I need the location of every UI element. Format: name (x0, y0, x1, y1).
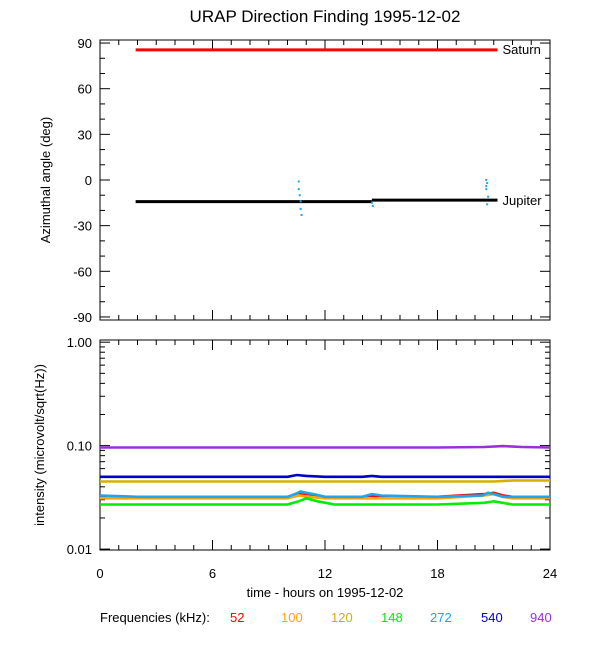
intensity-axes: 1.00 0.10 0.01 0 6 12 18 24 (67, 335, 558, 581)
direction-point (298, 194, 301, 197)
jupiter-label: Jupiter (503, 193, 543, 208)
azimuth-panel: Azimuthal angle (deg) 90 60 30 0 -30 -60 -90 S… (38, 36, 551, 325)
intensity-ytick-label: 0.01 (67, 542, 92, 557)
intensity-ylabel: intensity (microvolt/sqrt(Hz)) (32, 364, 47, 526)
azimuth-ytick-label: -90 (73, 310, 92, 325)
azimuth-ytick-label: 30 (78, 127, 92, 142)
legend-item-540: 540 (481, 610, 503, 625)
intensity-xtick-label: 0 (96, 566, 103, 581)
intensity-panel: intensity (microvolt/sqrt(Hz)) time - ho… (32, 335, 557, 600)
azimuth-ytick-label: 60 (78, 82, 92, 97)
direction-point (486, 203, 489, 206)
legend-item-272: 272 (430, 610, 452, 625)
direction-point (485, 179, 488, 181)
azimuth-ytick-label: -60 (73, 264, 92, 279)
frequency-legend: Frequencies (kHz): 52 100 120 148 272 54… (0, 610, 600, 630)
intensity-plot-frame (99, 339, 551, 551)
legend-item-148: 148 (381, 610, 403, 625)
intensity-line-120 (100, 479, 550, 483)
intensity-line-148 (100, 496, 550, 506)
direction-point (300, 214, 303, 216)
intensity-ytick-label: 1.00 (67, 335, 92, 350)
azimuth-ylabel: Azimuthal angle (deg) (38, 117, 53, 243)
intensity-ytick-label: 0.10 (67, 439, 92, 454)
azimuth-ytick-label: 0 (85, 173, 92, 188)
azimuth-ytick-label: -30 (73, 219, 92, 234)
direction-point (297, 188, 300, 191)
direction-point (371, 204, 374, 207)
legend-item-52: 52 (230, 610, 245, 625)
saturn-label: Saturn (503, 42, 541, 57)
direction-point (486, 182, 489, 185)
intensity-xtick-label: 24 (543, 566, 557, 581)
legend-item-940: 940 (530, 610, 552, 625)
direction-point (485, 188, 488, 191)
direction-point (297, 180, 300, 183)
direction-point (299, 200, 302, 203)
intensity-data (99, 444, 551, 506)
legend-item-120: 120 (331, 610, 353, 625)
intensity-xlabel: time - hours on 1995-12-02 (247, 585, 404, 600)
azimuth-data: Saturn Jupiter (135, 42, 543, 216)
intensity-xtick-label: 6 (209, 566, 216, 581)
direction-point (299, 207, 302, 210)
chart-title: URAP Direction Finding 1995-12-02 (190, 7, 461, 26)
intensity-line-940 (100, 444, 551, 449)
azimuth-axes: 90 60 30 0 -30 -60 -90 (73, 36, 551, 325)
legend-item-100: 100 (281, 610, 303, 625)
intensity-xtick-label: 12 (318, 566, 332, 581)
frequency-legend-label: Frequencies (kHz): (100, 610, 210, 625)
intensity-line-272 (99, 490, 550, 499)
azimuth-ytick-label: 90 (78, 36, 92, 51)
azimuth-plot-frame (99, 39, 551, 321)
direction-point (370, 201, 373, 204)
intensity-line-540 (100, 473, 550, 479)
direction-point (485, 185, 488, 188)
intensity-xtick-label: 18 (430, 566, 444, 581)
direction-point (487, 195, 490, 198)
